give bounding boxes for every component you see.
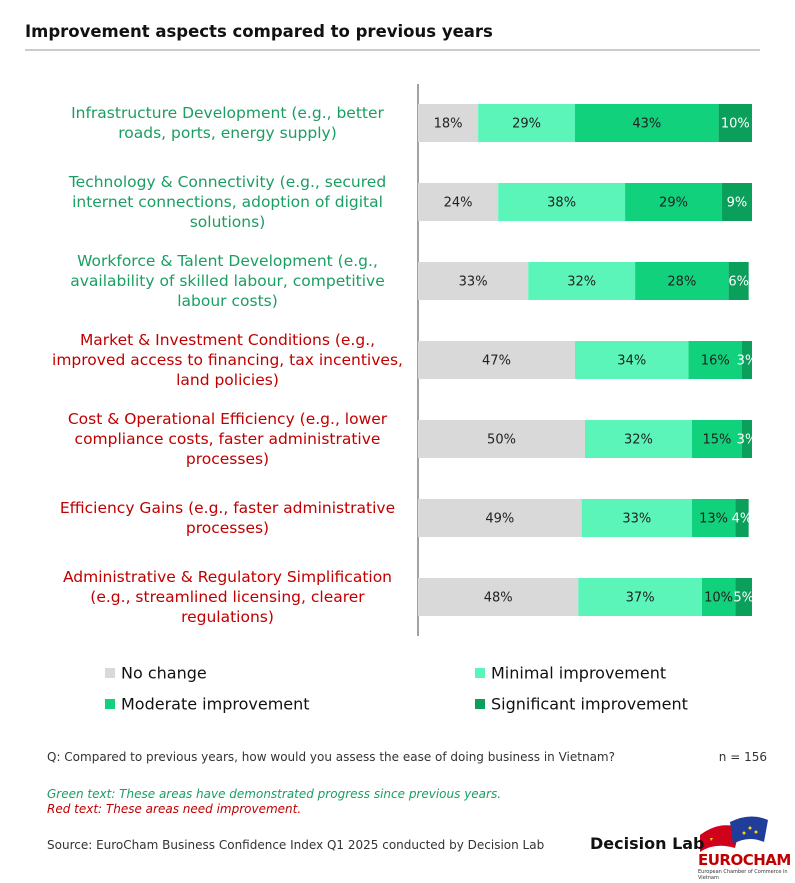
bar-segment [478, 104, 575, 142]
eurocham-flag [700, 816, 768, 852]
value-label: 38% [547, 196, 576, 211]
bar-segment [581, 499, 692, 537]
bar-segment [418, 262, 529, 300]
value-label: 15% [702, 433, 731, 448]
value-label: 33% [622, 512, 651, 527]
sample-size: n = 156 [718, 750, 767, 764]
bar-segment [701, 578, 736, 616]
value-label: 18% [434, 117, 463, 132]
value-label: 49% [485, 512, 514, 527]
bar-segment [688, 341, 742, 379]
bar-segment [585, 420, 692, 458]
legend-label: Significant improvement [491, 695, 688, 714]
value-label: 50% [487, 433, 516, 448]
value-label: 43% [632, 117, 661, 132]
bar-segment [691, 420, 742, 458]
value-label: 24% [444, 196, 473, 211]
value-label: 28% [667, 275, 696, 290]
bar-segment [418, 578, 579, 616]
decision-lab-logo: Decision Lab [590, 834, 705, 853]
bar-segment [418, 104, 479, 142]
value-label: 47% [482, 354, 511, 369]
value-label: 33% [459, 275, 488, 290]
eurocham-subtitle: European Chamber of Commerce in Vietnam [698, 869, 788, 881]
bar-segment [721, 183, 752, 221]
chart-title: Improvement aspects compared to previous… [25, 22, 493, 41]
value-label: 5% [733, 591, 754, 606]
bar-segment [528, 262, 636, 300]
eurocham-logo: EUROCHAM [698, 851, 791, 869]
value-label: 10% [704, 591, 733, 606]
bar-segment [625, 183, 722, 221]
bar-segment [635, 262, 729, 300]
source: Source: EuroCham Business Confidence Ind… [47, 838, 545, 852]
value-label: 34% [617, 354, 646, 369]
bar-segment [741, 341, 752, 379]
value-label: 32% [567, 275, 596, 290]
value-label: 32% [624, 433, 653, 448]
legend-label: No change [121, 664, 207, 683]
legend-swatch [475, 699, 485, 709]
category-label: Workforce & Talent Development (e.g., av… [70, 252, 385, 310]
category-label: Technology & Connectivity (e.g., secured… [68, 173, 387, 231]
value-label: 48% [484, 591, 513, 606]
legend-label: Minimal improvement [491, 664, 666, 683]
category-label: Efficiency Gains (e.g., faster administr… [59, 499, 396, 537]
legend-swatch [105, 668, 115, 678]
value-label: 4% [732, 512, 753, 527]
bar-segment [574, 341, 689, 379]
bar-segment [418, 341, 575, 379]
notes: Green text: These areas have demonstrate… [47, 787, 501, 817]
legend-swatch [475, 668, 485, 678]
bar-segment [718, 104, 752, 142]
value-label: 3% [737, 354, 758, 369]
bar-segment [418, 499, 582, 537]
value-label: 6% [728, 275, 749, 290]
legend-label: Moderate improvement [121, 695, 310, 714]
value-label: 9% [727, 196, 748, 211]
value-label: 37% [626, 591, 655, 606]
bar-segment [418, 420, 585, 458]
bar-segment [735, 499, 749, 537]
bar-segment [735, 578, 752, 616]
bar-segment [578, 578, 702, 616]
value-label: 29% [512, 117, 541, 132]
question: Q: Compared to previous years, how would… [47, 750, 615, 764]
note: Green text: These areas have demonstrate… [47, 787, 502, 801]
value-label: 29% [659, 196, 688, 211]
value-label: 16% [701, 354, 730, 369]
bar-segment [728, 262, 749, 300]
value-label: 13% [699, 512, 728, 527]
bar-segment [574, 104, 719, 142]
category-label: Administrative & Regulatory Simplificati… [62, 568, 393, 626]
value-label: 10% [721, 117, 750, 132]
value-label: 3% [737, 433, 758, 448]
category-label: Infrastructure Development (e.g., better… [71, 104, 384, 142]
bar-segment [741, 420, 752, 458]
bar-segment [691, 499, 736, 537]
bar-segment [498, 183, 626, 221]
legend-swatch [105, 699, 115, 709]
category-label: Cost & Operational Efficiency (e.g., low… [67, 410, 388, 468]
category-label: Market & Investment Conditions (e.g., im… [52, 331, 403, 389]
note: Red text: These areas need improvement. [47, 802, 302, 816]
bar-segment [418, 183, 499, 221]
